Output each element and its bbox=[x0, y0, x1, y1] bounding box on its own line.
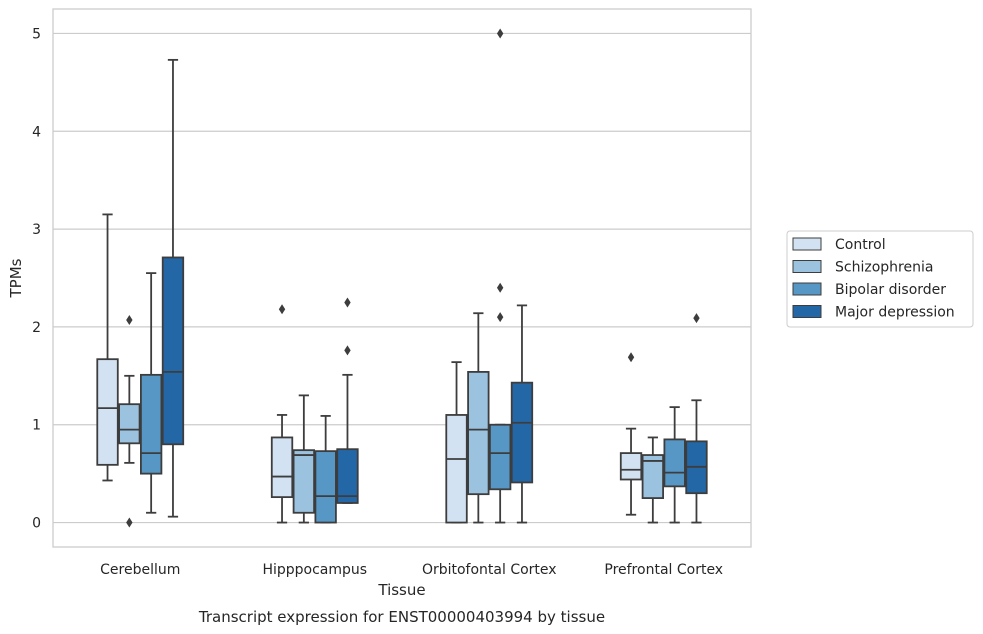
legend-swatch bbox=[792, 260, 822, 273]
box-control bbox=[96, 213, 119, 482]
box-body bbox=[445, 414, 468, 524]
legend-label: Schizophrenia bbox=[835, 260, 933, 276]
box-body bbox=[161, 256, 185, 446]
box-major-depression bbox=[510, 304, 534, 524]
outlier-point bbox=[278, 304, 286, 315]
box-body bbox=[270, 436, 294, 499]
box-body bbox=[336, 448, 359, 504]
box-bipolar-disorder bbox=[314, 415, 337, 524]
outlier-point bbox=[344, 345, 351, 356]
y-tick-label: 0 bbox=[32, 516, 41, 532]
box-body bbox=[641, 454, 664, 499]
y-tick-label: 4 bbox=[32, 124, 41, 140]
y-tick-label: 1 bbox=[32, 418, 41, 434]
box-body bbox=[96, 358, 119, 466]
box-body bbox=[663, 438, 686, 488]
outlier-point bbox=[126, 315, 133, 326]
legend-label: Control bbox=[835, 237, 886, 253]
outlier-point bbox=[693, 313, 700, 324]
legend-label: Bipolar disorder bbox=[835, 282, 946, 298]
y-axis-label: TPMs bbox=[7, 258, 25, 298]
plot-frame bbox=[52, 8, 752, 548]
outlier-point bbox=[496, 312, 504, 323]
box-body bbox=[489, 423, 512, 491]
x-tick-label: Prefrontal Cortex bbox=[604, 562, 723, 578]
outlier-point bbox=[126, 517, 133, 528]
box-major-depression bbox=[685, 313, 708, 524]
y-tick-label: 3 bbox=[32, 222, 41, 238]
box-body bbox=[467, 371, 490, 496]
box-control bbox=[270, 304, 294, 524]
legend-label: Major depression bbox=[835, 305, 955, 321]
legend: Control Schizophrenia Bipolar disorder Majo… bbox=[786, 230, 974, 328]
y-axis-ticks: 0 1 2 3 4 5 bbox=[32, 26, 41, 531]
x-axis-label: Tissue bbox=[377, 581, 425, 599]
box-body bbox=[510, 381, 534, 484]
x-tick-label: Hipppocampus bbox=[262, 562, 367, 578]
legend-swatch bbox=[792, 282, 822, 296]
legend-swatch bbox=[792, 237, 822, 251]
box-body bbox=[619, 452, 643, 481]
x-tick-label: Orbitofontal Cortex bbox=[422, 562, 557, 578]
outlier-point bbox=[627, 352, 635, 363]
box-schizophrenia bbox=[292, 394, 315, 524]
box-major-depression bbox=[161, 58, 185, 518]
box-control bbox=[619, 352, 643, 516]
box-body bbox=[292, 449, 315, 514]
box-schizophrenia bbox=[467, 312, 490, 524]
box-groups bbox=[96, 28, 708, 528]
box-control bbox=[445, 361, 468, 524]
box-schizophrenia bbox=[641, 436, 664, 524]
box-body bbox=[118, 403, 141, 445]
outlier-point bbox=[496, 282, 504, 293]
outlier-point bbox=[344, 297, 351, 308]
legend-swatch bbox=[792, 305, 822, 318]
box-bipolar-disorder bbox=[663, 406, 686, 524]
y-tick-label: 5 bbox=[32, 26, 41, 42]
x-axis-ticks: Cerebellum Hipppocampus Orbitofontal Corte… bbox=[100, 562, 723, 578]
box-body bbox=[314, 450, 337, 524]
y-tick-label: 2 bbox=[32, 320, 41, 336]
legend-frame bbox=[786, 230, 974, 328]
chart-title: Transcript expression for ENST0000040399… bbox=[198, 608, 605, 626]
box-bipolar-disorder bbox=[140, 272, 163, 514]
outlier-point bbox=[496, 28, 504, 39]
box-schizophrenia bbox=[118, 315, 141, 528]
box-bipolar-disorder bbox=[489, 28, 512, 524]
x-tick-label: Cerebellum bbox=[100, 562, 180, 578]
box-body bbox=[140, 373, 163, 475]
box-major-depression bbox=[336, 297, 359, 504]
